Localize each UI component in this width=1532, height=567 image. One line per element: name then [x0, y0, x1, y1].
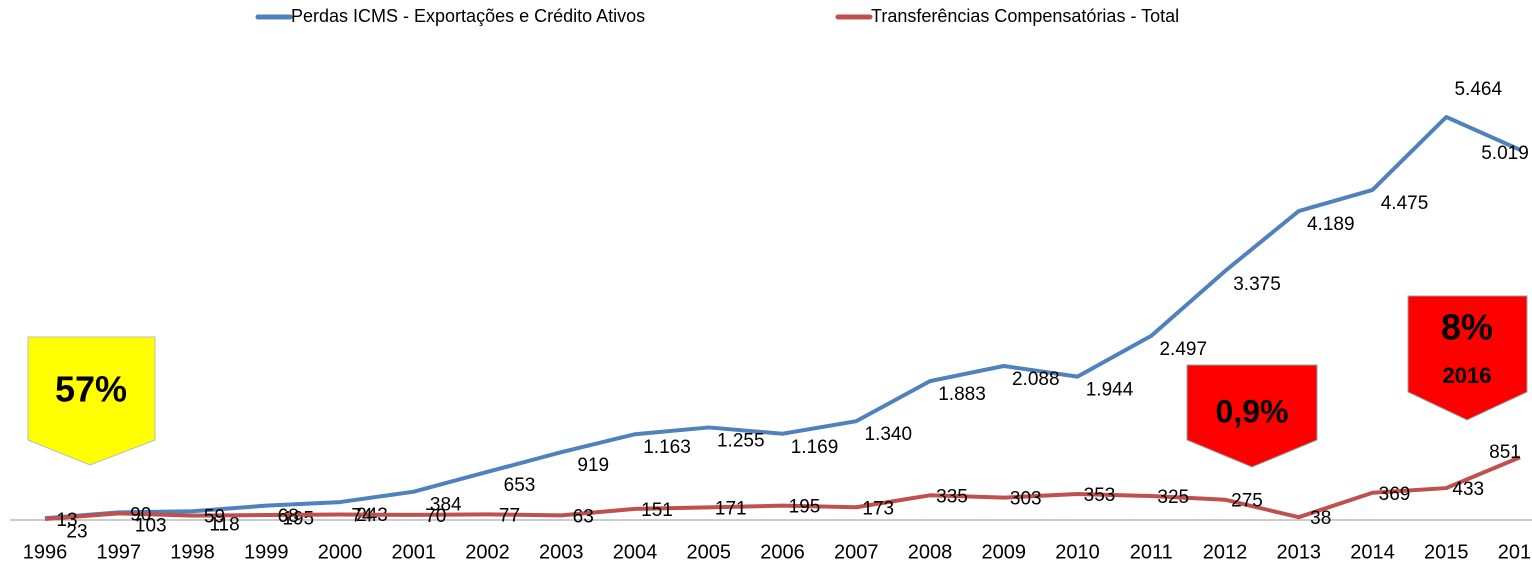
x-tick-label: 2000: [318, 541, 363, 563]
data-label: 38: [1310, 508, 1331, 529]
data-label: 74: [351, 506, 373, 527]
x-tick-label: 2004: [613, 541, 658, 563]
x-tick-label: 2012: [1203, 541, 1248, 563]
legend-label: Perdas ICMS - Exportações e Crédito Ativ…: [291, 6, 645, 26]
data-label: 325: [1157, 487, 1189, 508]
data-label: 103: [135, 515, 167, 536]
data-label: 2.088: [1012, 369, 1060, 390]
data-label: 369: [1379, 484, 1411, 505]
x-tick-label: 1996: [23, 541, 68, 563]
data-label: 1.255: [717, 430, 765, 451]
x-tick-label: 2001: [392, 541, 437, 563]
x-tick-label: 2005: [687, 541, 732, 563]
legend-label: Transferências Compensatórias - Total: [871, 6, 1179, 26]
data-label: 275: [1231, 491, 1263, 512]
series-line: [44, 115, 1521, 521]
x-tick-label: 2006: [760, 541, 805, 563]
data-label: 13: [56, 510, 77, 531]
x-tick-label: 2002: [465, 541, 510, 563]
data-label: 1.163: [643, 437, 691, 458]
data-label: 68: [278, 506, 299, 527]
data-label: 23: [66, 521, 87, 542]
data-label: 1.883: [938, 384, 986, 405]
x-tick-label: 2003: [539, 541, 584, 563]
x-tick-label: 1997: [97, 541, 142, 563]
data-label: 171: [715, 498, 747, 519]
data-label: 1.944: [1086, 380, 1134, 401]
data-label: 59: [204, 507, 225, 528]
x-tick-label: 1998: [170, 541, 215, 563]
annotation: 57%: [55, 369, 127, 410]
data-label: 303: [1010, 489, 1042, 510]
data-label: 118: [209, 514, 239, 535]
data-label: 433: [1452, 479, 1484, 500]
data-label: 77: [499, 505, 520, 526]
x-tick-label: 1999: [244, 541, 289, 563]
data-label: 70: [425, 506, 446, 527]
data-label: 851: [1489, 442, 1521, 463]
callout: [1186, 364, 1318, 468]
annotation: 0,9%: [1216, 393, 1289, 429]
x-tick-label: 2016: [1498, 541, 1532, 563]
data-label: 1.169: [791, 437, 839, 458]
x-tick-label: 2008: [908, 541, 953, 563]
series-line: [44, 455, 1521, 522]
data-label: 3.375: [1233, 274, 1281, 295]
data-label: 195: [789, 497, 821, 518]
data-label: 353: [1084, 485, 1116, 506]
data-label: 919: [577, 455, 609, 476]
data-label: 2.497: [1159, 339, 1207, 360]
x-tick-label: 2010: [1055, 541, 1100, 563]
data-label: 4.475: [1381, 193, 1429, 214]
data-label: 151: [641, 500, 673, 521]
data-label: 335: [936, 486, 968, 507]
callout: [1407, 295, 1528, 421]
callout: [27, 336, 156, 466]
data-label: 1.340: [864, 424, 912, 445]
data-label: 173: [862, 498, 894, 519]
data-label: 653: [504, 475, 536, 496]
data-label: 5.464: [1454, 79, 1502, 100]
data-label: 63: [573, 506, 594, 527]
annotation: 2016: [1443, 363, 1492, 388]
data-label: 5.019: [1481, 143, 1529, 164]
data-label: 384: [430, 495, 462, 516]
x-tick-label: 2009: [982, 541, 1027, 563]
x-tick-label: 2014: [1350, 541, 1395, 563]
data-label: 4.189: [1307, 214, 1355, 235]
x-tick-label: 2011: [1130, 541, 1173, 563]
x-tick-label: 2013: [1277, 541, 1322, 563]
x-tick-label: 2007: [834, 541, 879, 563]
annotation: 8%: [1441, 307, 1493, 348]
data-label: 90: [130, 504, 151, 525]
x-tick-label: 2015: [1424, 541, 1469, 563]
